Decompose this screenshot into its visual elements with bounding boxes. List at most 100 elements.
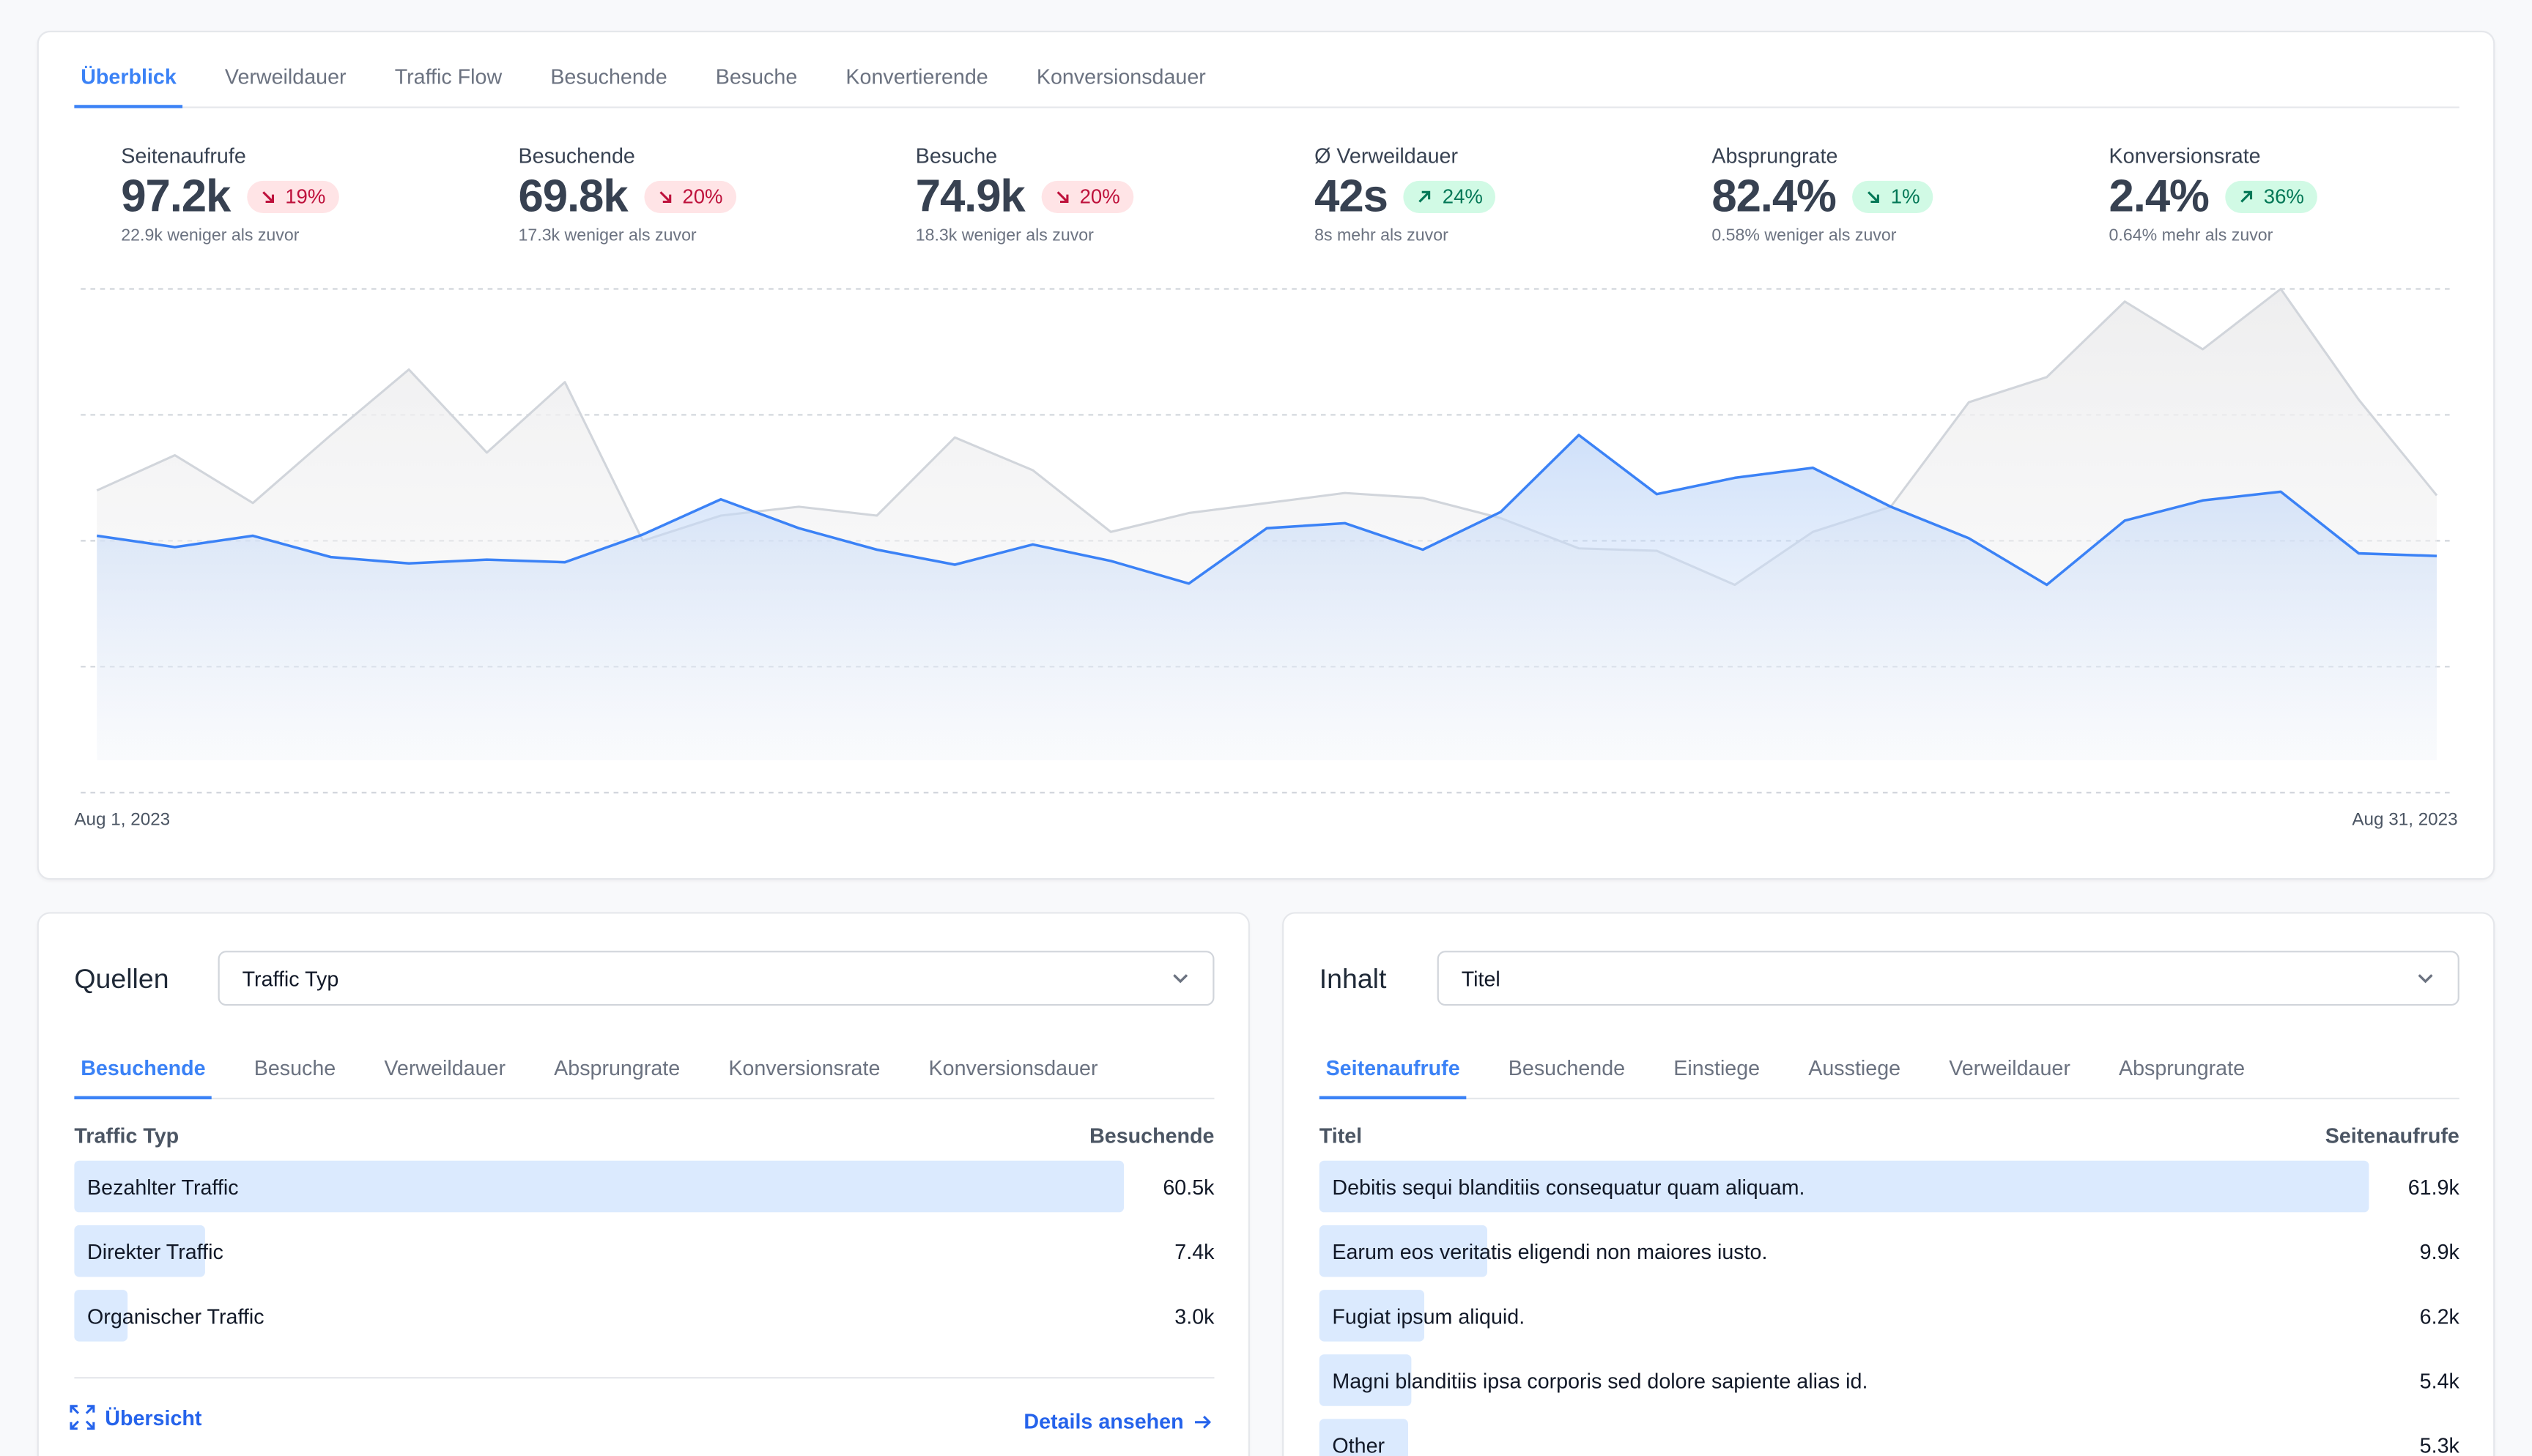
content-table-header: Titel Seitenaufrufe [1319, 1123, 2459, 1148]
kpi-besuchende[interactable]: Besuchende 69.8k 20% 17.3k weniger als zuvo… [519, 144, 906, 245]
kpi-label: Absprungrate [1711, 144, 1838, 168]
content-tab-verweildauer[interactable]: Verweildauer [1949, 1055, 2070, 1080]
kpi-change-badge: 20% [643, 180, 736, 213]
kpi-change-value: 1% [1890, 185, 1920, 209]
kpi-konversionsrate[interactable]: Konversionsrate 2.4% 36% 0.64% mehr als zuv… [2109, 144, 2497, 245]
row-bar [1319, 1160, 2369, 1213]
kpi-subtext: 17.3k weniger als zuvor [518, 226, 697, 246]
series-line-1 [96, 287, 2438, 587]
kpi-change-value: 24% [1442, 185, 1483, 209]
kpi-value: 74.9k [915, 171, 1026, 221]
kpi-subtext: 8s mehr als zuvor [1314, 226, 1448, 246]
sources-tab-besuche[interactable]: Besuche [253, 1055, 336, 1080]
main-tab-besuchende[interactable]: Besuchende [550, 64, 667, 89]
overview-button[interactable]: Übersicht [70, 1405, 202, 1430]
row-label: Other [1332, 1433, 1385, 1456]
row-label: Direkter Traffic [87, 1239, 223, 1264]
sources-row[interactable]: Bezahlter Traffic 60.5k [74, 1160, 1215, 1213]
kpi-label: Besuchende [518, 144, 635, 168]
sources-tab-konversionsrate[interactable]: Konversionsrate [728, 1055, 881, 1080]
row-value: 60.5k [1163, 1175, 1215, 1200]
content-rows: Debitis sequi blanditiis consequatur qua… [1319, 1160, 2459, 1456]
main-tab-verweildauer[interactable]: Verweildauer [224, 64, 347, 89]
kpi-besuche[interactable]: Besuche 74.9k 20% 18.3k weniger als zuvor [916, 144, 1303, 245]
row-value: 9.9k [2419, 1239, 2459, 1264]
kpi-change-badge: 1% [1851, 180, 1933, 213]
kpi-label: Ø Verweildauer [1314, 144, 1459, 168]
row-value: 6.2k [2419, 1304, 2459, 1329]
sources-select[interactable]: Traffic Typ [218, 951, 1215, 1006]
content-select-value: Titel [1461, 967, 1500, 992]
content-col-left: Titel [1319, 1123, 1363, 1148]
sources-row[interactable]: Organischer Traffic 3.0k [74, 1290, 1214, 1342]
content-row[interactable]: Fugiat ipsum aliquid. 6.2k [1319, 1290, 2459, 1342]
kpi-value: 2.4% [2109, 171, 2210, 221]
sources-tab-konversionsdauer[interactable]: Konversionsdauer [928, 1055, 1098, 1080]
sources-tabs: Besuchende Besuche Verweildauer Absprungrat… [74, 1055, 1215, 1099]
kpi-value: 42s [1314, 171, 1388, 221]
sources-card: Quellen Traffic Typ Besuchende Besuche Ver… [37, 912, 1250, 1456]
kpi-verweildauer[interactable]: Ø Verweildauer 42s 24% 8s mehr als zuvor [1314, 144, 1702, 245]
kpi-change-badge: 36% [2224, 180, 2317, 213]
kpi-change-value: 20% [682, 185, 723, 209]
kpi-label: Besuche [915, 144, 998, 168]
arrow-down-right-icon [1054, 189, 1070, 205]
content-select[interactable]: Titel [1437, 951, 2459, 1006]
details-label: Details ansehen [1023, 1409, 1184, 1434]
content-row[interactable]: Debitis sequi blanditiis consequatur qua… [1319, 1160, 2459, 1213]
chevron-down-icon [1173, 974, 1188, 984]
sources-tab-absprungrate[interactable]: Absprungrate [554, 1055, 681, 1080]
content-card: Inhalt Titel Seitenaufrufe Besuchende Eins… [1282, 912, 2495, 1456]
content-tab-seitenaufrufe[interactable]: Seitenaufrufe [1319, 1055, 1467, 1099]
expand-icon [70, 1405, 95, 1430]
main-tab-besuche[interactable]: Besuche [715, 64, 798, 89]
row-label: Fugiat ipsum aliquid. [1332, 1304, 1525, 1329]
arrow-down-right-icon [1865, 189, 1881, 205]
row-bar [74, 1225, 205, 1277]
kpi-value: 82.4% [1711, 171, 1837, 221]
row-value: 5.4k [2419, 1369, 2459, 1394]
content-row[interactable]: Magni blanditiis ipsa corporis sed dolor… [1319, 1354, 2459, 1406]
kpi-value: 97.2k [121, 171, 231, 221]
content-row[interactable]: Earum eos veritatis eligendi non maiores… [1319, 1225, 2459, 1277]
row-label: Earum eos veritatis eligendi non maiores… [1332, 1239, 1768, 1264]
arrow-up-right-icon [1416, 189, 1432, 205]
content-title: Inhalt [1319, 963, 1387, 995]
kpi-seitenaufrufe[interactable]: Seitenaufrufe 97.2k 19% 22.9k weniger als z… [121, 144, 508, 245]
main-tab-konvertierende[interactable]: Konvertierende [845, 64, 988, 89]
content-row[interactable]: Other 5.3k [1319, 1419, 2459, 1456]
content-tab-besuchende[interactable]: Besuchende [1508, 1055, 1626, 1080]
content-tab-einstiege[interactable]: Einstiege [1673, 1055, 1761, 1080]
row-value: 3.0k [1174, 1304, 1215, 1329]
sources-divider [74, 1377, 1215, 1379]
row-value: 5.3k [2419, 1433, 2459, 1456]
sources-row[interactable]: Direkter Traffic 7.4k [74, 1225, 1214, 1277]
sources-col-left: Traffic Typ [74, 1123, 179, 1148]
row-label: Organischer Traffic [87, 1304, 264, 1329]
kpi-change-badge: 19% [246, 180, 338, 213]
chart-date-end: Aug 31, 2023 [2352, 810, 2458, 830]
content-tab-ausstiege[interactable]: Ausstiege [1808, 1055, 1901, 1080]
content-tab-absprungrate[interactable]: Absprungrate [2118, 1055, 2246, 1080]
sources-tab-besuchende[interactable]: Besuchende [74, 1055, 212, 1099]
main-tab-traffic-flow[interactable]: Traffic Flow [394, 64, 503, 89]
details-link[interactable]: Details ansehen [1023, 1409, 1213, 1433]
sources-tab-verweildauer[interactable]: Verweildauer [384, 1055, 506, 1080]
arrow-down-right-icon [259, 189, 275, 205]
row-bar [1319, 1225, 1487, 1277]
row-value: 61.9k [2407, 1175, 2459, 1200]
row-bar [1319, 1290, 1425, 1342]
overview-chart [81, 287, 2455, 794]
kpi-change-value: 36% [2263, 185, 2304, 209]
arrow-right-icon [1195, 1414, 1212, 1428]
row-label: Debitis sequi blanditiis consequatur qua… [1332, 1175, 1805, 1200]
main-tab-ueberblick[interactable]: Überblick [74, 64, 183, 108]
row-label: Magni blanditiis ipsa corporis sed dolor… [1332, 1369, 1868, 1394]
kpi-absprungrate[interactable]: Absprungrate 82.4% 1% 0.58% weniger als zuv… [1711, 144, 2099, 245]
sources-col-right: Besuchende [1089, 1123, 1215, 1148]
arrow-down-right-icon [656, 189, 673, 205]
main-tab-konversionsdauer[interactable]: Konversionsdauer [1036, 64, 1206, 89]
overview-label: Übersicht [105, 1405, 202, 1430]
row-bar [74, 1160, 1125, 1213]
kpi-change-value: 20% [1079, 185, 1120, 209]
